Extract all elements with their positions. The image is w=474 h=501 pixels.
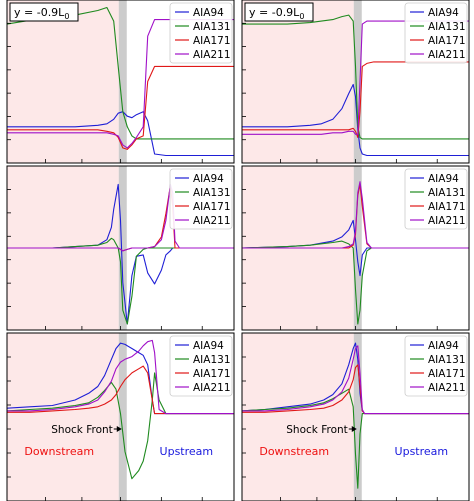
- upstream-label: Upstream: [395, 445, 449, 458]
- legend-box: [404, 168, 468, 230]
- shock-band: [353, 0, 362, 163]
- row-label-box: [9, 2, 79, 22]
- legend: AIA94 AIA131 AIA171 AIA211: [169, 335, 233, 397]
- downstream-label: Downstream: [259, 445, 329, 458]
- panel-frame: [241, 332, 470, 501]
- legend: AIA94 AIA131 AIA171 AIA211: [169, 168, 233, 230]
- legend-label-aia171: AIA171: [428, 35, 466, 47]
- legend-label-aia211: AIA211: [428, 215, 466, 227]
- downstream-region: [7, 333, 119, 501]
- series-lines: [7, 6, 234, 157]
- panel-r3c2: AIA94 AIA131 AIA171 AIA211 Shock Front Downst…: [241, 332, 470, 501]
- series-line-aia171: [7, 65, 234, 150]
- row-label-box: [244, 2, 314, 22]
- legend-label-aia211: AIA211: [193, 215, 231, 227]
- shock-band: [118, 0, 127, 163]
- shock-band: [118, 166, 127, 330]
- downstream-region: [7, 0, 119, 163]
- panel-r1c2: AIA94 AIA131 AIA171 AIA211 y = -0.9L0: [241, 0, 470, 164]
- series-line-aia211: [7, 19, 234, 149]
- shock-front-label: Shock Front: [51, 424, 113, 436]
- panel-r2c2: AIA94 AIA131 AIA171 AIA211: [241, 165, 470, 331]
- series-lines: [242, 181, 469, 325]
- row-label-subscript: 0: [64, 12, 69, 21]
- row-label: y = -0.9L0: [9, 2, 79, 22]
- panel-r1c1: AIA94 AIA131 AIA171 AIA211 y = -0.9L0: [6, 0, 235, 164]
- legend-label-aia171: AIA171: [193, 201, 231, 213]
- series-lines: [242, 14, 469, 157]
- axis-ticks: [7, 356, 203, 501]
- legend-label-aia94: AIA94: [428, 7, 459, 19]
- legend-label-aia131: AIA131: [428, 187, 466, 199]
- legend-label-aia211: AIA211: [428, 382, 466, 394]
- series-line-aia211: [7, 183, 234, 252]
- legend-label-aia171: AIA171: [428, 201, 466, 213]
- series-line-aia211: [242, 345, 469, 415]
- series-lines: [7, 183, 234, 325]
- annotations: Shock Front Downstream Upstream: [259, 424, 448, 458]
- row-label: y = -0.9L0: [244, 2, 314, 22]
- row-label-subscript: 0: [299, 12, 304, 21]
- legend-label-aia131: AIA131: [193, 21, 231, 33]
- series-lines: [7, 339, 234, 480]
- series-line-aia171: [7, 365, 234, 415]
- series-line-aia211: [7, 339, 234, 415]
- legend-label-aia211: AIA211: [193, 49, 231, 61]
- legend-box: [169, 335, 233, 397]
- legend-label-aia171: AIA171: [193, 368, 231, 380]
- row-label-text: y = -0.9L0: [249, 6, 304, 21]
- series-line-aia131: [242, 14, 469, 140]
- shock-front-arrowhead: [116, 426, 122, 432]
- axis-ticks: [7, 22, 203, 163]
- series-line-aia94: [242, 83, 469, 157]
- shock-band: [353, 333, 362, 501]
- legend-label-aia131: AIA131: [428, 354, 466, 366]
- series-lines: [242, 342, 469, 489]
- legend-box: [169, 2, 233, 64]
- legend-label-aia131: AIA131: [193, 354, 231, 366]
- upstream-label: Upstream: [160, 445, 214, 458]
- row-label-text: y = -0.9L0: [14, 6, 69, 21]
- series-line-aia94: [7, 111, 234, 157]
- legend: AIA94 AIA131 AIA171 AIA211: [404, 335, 468, 397]
- downstream-label: Downstream: [24, 445, 94, 458]
- legend-label-aia94: AIA94: [428, 340, 459, 352]
- legend: AIA94 AIA131 AIA171 AIA211: [404, 2, 468, 64]
- shock-front-arrowhead: [351, 426, 357, 432]
- shock-front-label: Shock Front: [286, 424, 348, 436]
- series-line-aia171: [242, 61, 469, 138]
- axis-ticks: [7, 189, 203, 330]
- legend-label-aia211: AIA211: [193, 382, 231, 394]
- legend-label-aia94: AIA94: [428, 173, 459, 185]
- downstream-region: [242, 0, 354, 163]
- shock-band: [118, 333, 127, 501]
- annotations: Shock Front Downstream Upstream: [24, 424, 213, 458]
- legend-box: [169, 168, 233, 230]
- legend-label-aia131: AIA131: [193, 187, 231, 199]
- panel-r2c1: AIA94 AIA131 AIA171 AIA211: [6, 165, 235, 331]
- axis-ticks: [242, 356, 438, 501]
- legend-label-aia94: AIA94: [193, 340, 224, 352]
- legend-label-aia211: AIA211: [428, 49, 466, 61]
- series-line-aia211: [242, 20, 469, 135]
- downstream-region: [242, 333, 354, 501]
- legend-label-aia94: AIA94: [193, 173, 224, 185]
- legend-box: [404, 2, 468, 64]
- axis-ticks: [242, 22, 438, 163]
- panel-r3c1: AIA94 AIA131 AIA171 AIA211 Shock Front Downst…: [6, 332, 235, 501]
- axis-ticks: [242, 189, 438, 330]
- panel-frame: [6, 332, 235, 501]
- legend-label-aia94: AIA94: [193, 7, 224, 19]
- legend: AIA94 AIA131 AIA171 AIA211: [404, 168, 468, 230]
- legend-label-aia171: AIA171: [193, 35, 231, 47]
- legend-label-aia171: AIA171: [428, 368, 466, 380]
- series-line-aia211: [242, 181, 469, 249]
- legend-label-aia131: AIA131: [428, 21, 466, 33]
- shock-band: [353, 166, 362, 330]
- legend-box: [404, 335, 468, 397]
- legend: AIA94 AIA131 AIA171 AIA211: [169, 2, 233, 64]
